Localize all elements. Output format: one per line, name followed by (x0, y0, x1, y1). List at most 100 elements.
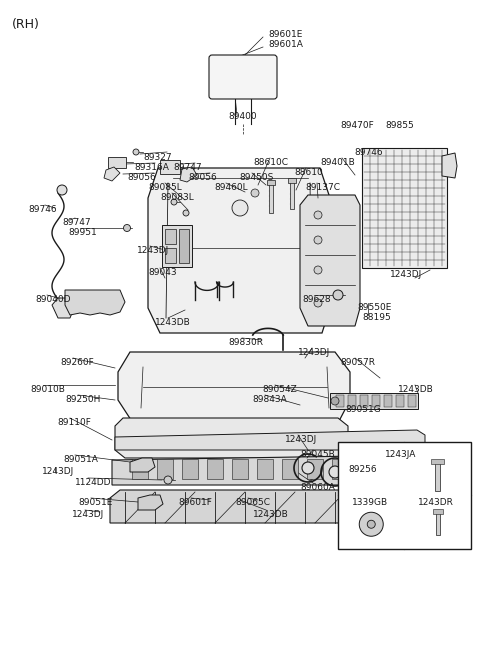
Bar (132, 459, 148, 479)
Polygon shape (115, 430, 425, 450)
Text: 1243DR: 1243DR (420, 499, 456, 508)
Circle shape (251, 189, 259, 197)
Bar (307, 459, 323, 479)
Text: 89400: 89400 (228, 112, 257, 121)
Bar (207, 459, 223, 479)
Text: 89110F: 89110F (57, 418, 91, 427)
Polygon shape (115, 418, 348, 458)
Bar (232, 459, 248, 479)
Polygon shape (130, 458, 155, 472)
Bar (432, 509, 443, 514)
Circle shape (183, 210, 189, 216)
Bar (179, 229, 189, 263)
Text: 89051G: 89051G (345, 405, 381, 414)
Bar (362, 148, 447, 268)
Circle shape (367, 520, 375, 528)
Text: 89830R: 89830R (228, 338, 263, 347)
Text: 1243DJ: 1243DJ (72, 510, 104, 519)
Bar (330, 393, 418, 409)
Text: (RH): (RH) (12, 18, 40, 31)
Bar (336, 395, 344, 407)
Polygon shape (52, 298, 74, 318)
Text: 1124DD: 1124DD (75, 478, 111, 487)
Text: 89056: 89056 (127, 173, 156, 182)
Text: 1243DJ: 1243DJ (390, 270, 422, 279)
Text: 89056: 89056 (188, 173, 217, 182)
Text: 1243DR: 1243DR (418, 498, 454, 507)
Circle shape (57, 185, 67, 195)
Text: 89051A: 89051A (63, 455, 98, 464)
Polygon shape (442, 153, 457, 178)
Text: 89045B: 89045B (300, 450, 335, 459)
Text: 1243DJ: 1243DJ (42, 467, 74, 476)
Text: 89060A: 89060A (300, 483, 335, 492)
Text: 1339GB: 1339GB (353, 499, 389, 508)
Text: 1243DB: 1243DB (155, 318, 191, 327)
Bar (288, 178, 296, 183)
Text: 1339GB: 1339GB (352, 498, 388, 507)
Text: 89747: 89747 (173, 163, 202, 172)
Bar (182, 459, 198, 479)
Text: 1243DJ: 1243DJ (285, 435, 317, 444)
Bar (108, 157, 126, 168)
Text: 88195: 88195 (362, 313, 391, 322)
Polygon shape (180, 167, 197, 182)
Bar (435, 463, 440, 491)
Bar (348, 395, 356, 407)
Bar (357, 459, 373, 479)
Text: 89550E: 89550E (357, 303, 391, 312)
Circle shape (329, 466, 341, 478)
Circle shape (302, 462, 314, 474)
Text: 89137C: 89137C (305, 183, 340, 192)
Bar (384, 395, 392, 407)
Text: 89065C: 89065C (235, 498, 270, 507)
Bar (165, 248, 176, 263)
Polygon shape (148, 168, 330, 333)
Text: 89855: 89855 (385, 121, 414, 130)
Circle shape (359, 512, 383, 536)
Text: 89085L: 89085L (148, 183, 182, 192)
Circle shape (133, 149, 139, 155)
Polygon shape (138, 495, 163, 510)
Bar (360, 395, 368, 407)
Polygon shape (112, 455, 428, 485)
Bar (396, 395, 404, 407)
Text: 89051E: 89051E (78, 498, 112, 507)
Bar (332, 459, 348, 479)
Polygon shape (118, 352, 350, 423)
Circle shape (314, 266, 322, 274)
Bar (372, 395, 380, 407)
Text: 89256: 89256 (348, 465, 377, 474)
Bar (382, 459, 398, 479)
Text: 89057R: 89057R (340, 358, 375, 367)
Circle shape (314, 236, 322, 244)
Text: 1243JA: 1243JA (385, 450, 416, 459)
Text: 89450S: 89450S (239, 173, 274, 182)
Text: 89054Z: 89054Z (262, 385, 297, 394)
Text: 89040D: 89040D (35, 295, 71, 304)
Text: 89601F: 89601F (178, 498, 212, 507)
Text: 89746: 89746 (354, 148, 383, 157)
Polygon shape (300, 195, 360, 326)
Text: 1243JA: 1243JA (422, 446, 454, 455)
Bar (267, 180, 275, 185)
Bar (162, 225, 192, 267)
Text: 89010B: 89010B (30, 385, 65, 394)
Bar (157, 459, 173, 479)
Bar (407, 459, 423, 479)
Text: 89460L: 89460L (214, 183, 248, 192)
Text: 1243DB: 1243DB (398, 385, 434, 394)
Bar (257, 459, 273, 479)
Circle shape (314, 211, 322, 219)
Circle shape (232, 200, 248, 216)
Text: 89951: 89951 (68, 228, 97, 237)
Text: 89327: 89327 (143, 153, 172, 162)
Circle shape (171, 199, 177, 205)
Bar (338, 442, 471, 549)
Text: 1243DJ: 1243DJ (137, 246, 169, 255)
Bar (282, 459, 298, 479)
Text: 89401B: 89401B (320, 158, 355, 167)
FancyBboxPatch shape (209, 55, 277, 99)
Text: 89260F: 89260F (60, 358, 94, 367)
Bar (431, 459, 444, 464)
